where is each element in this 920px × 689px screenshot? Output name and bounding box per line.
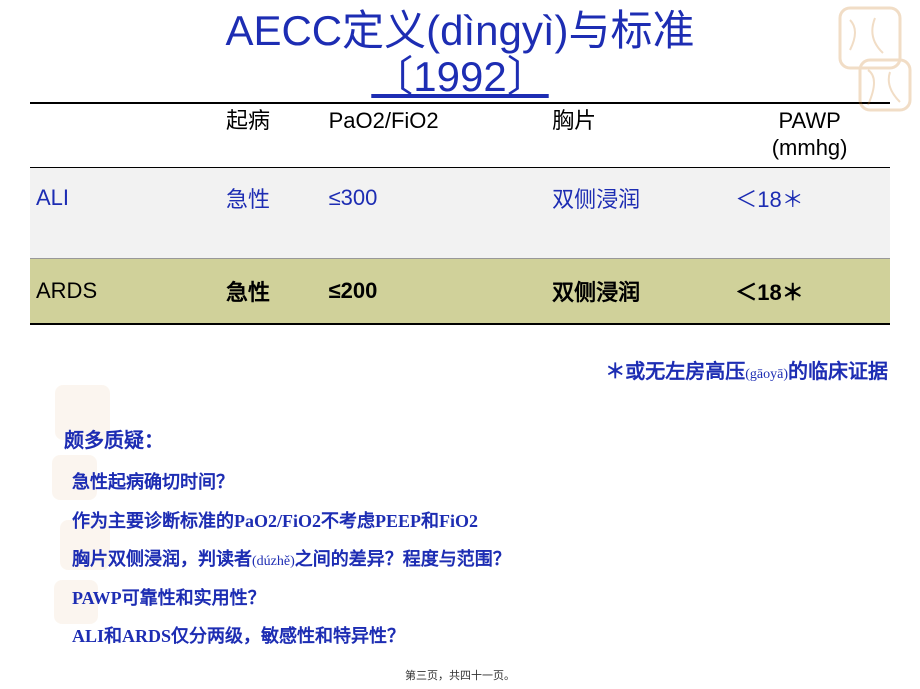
question-line: ALI和ARDS仅分两级，敏感性和特异性？ [72, 625, 511, 648]
q-text: 作为主要诊断标准的PaO2/FiO2不考虑PEEP和FiO2 [72, 511, 478, 531]
table-row: ARDS急性≤200双侧浸润＜18＊ [30, 259, 890, 325]
footnote-right: ＊或无左房高压(gāoyā)的临床证据 [0, 355, 888, 384]
q-text: 胸片双侧浸润，判读者 [72, 549, 252, 569]
q-text: PAWP可靠性和实用性？ [72, 588, 266, 608]
footnote-b: 的临床证据 [788, 361, 888, 383]
q-pinyin: (dúzhě) [252, 554, 295, 569]
question-line: PAWP可靠性和实用性？ [72, 587, 511, 610]
q-text: 急性起病确切时间？ [72, 472, 234, 492]
col-pawp: PAWP (mmhg) [729, 104, 890, 167]
questions-head: 颇多质疑： [64, 424, 511, 453]
col-xray: 胸片 [546, 104, 729, 167]
col-ratio: PaO2/FiO2 [323, 104, 547, 167]
cell-ratio: ≤200 [323, 259, 547, 325]
col-onset: 起病 [220, 104, 323, 167]
cell-name: ARDS [30, 259, 220, 325]
cell-pawp: ＜18＊ [729, 259, 890, 325]
title-line-1: AECC定义(dìngyì)与标准 [225, 7, 694, 54]
cell-onset: 急性 [220, 168, 323, 259]
cell-xray: 双侧浸润 [546, 168, 729, 259]
cell-ratio: ≤300 [323, 168, 547, 259]
table-row: ALI急性≤300双侧浸润＜18＊ [30, 168, 890, 259]
criteria-table: 起病 PaO2/FiO2 胸片 PAWP (mmhg) ALI急性≤300双侧浸… [30, 102, 890, 325]
col-blank [30, 104, 220, 167]
q-text: ALI和ARDS仅分两级，敏感性和特异性？ [72, 626, 405, 646]
cell-pawp: ＜18＊ [729, 168, 890, 259]
table-body: ALI急性≤300双侧浸润＜18＊ARDS急性≤200双侧浸润＜18＊ [30, 168, 890, 325]
footnote-a: ＊或无左房高压 [605, 361, 745, 383]
footnote-pinyin: (gāoyā) [745, 367, 788, 382]
title-line-2: 〔1992〕 [371, 53, 548, 100]
cell-name: ALI [30, 168, 220, 259]
question-line: 胸片双侧浸润，判读者(dúzhě)之间的差异？程度与范围？ [72, 548, 511, 571]
table-header-row: 起病 PaO2/FiO2 胸片 PAWP (mmhg) [30, 104, 890, 167]
page-footer: 第三页，共四十一页。 [0, 667, 920, 683]
cell-xray: 双侧浸润 [546, 259, 729, 325]
question-line: 作为主要诊断标准的PaO2/FiO2不考虑PEEP和FiO2 [72, 510, 511, 533]
cell-onset: 急性 [220, 259, 323, 325]
page-title: AECC定义(dìngyì)与标准 〔1992〕 [0, 0, 920, 100]
q-text-2: 之间的差异？程度与范围？ [295, 549, 511, 569]
questions-block: 颇多质疑： 急性起病确切时间？作为主要诊断标准的PaO2/FiO2不考虑PEEP… [72, 424, 511, 664]
question-line: 急性起病确切时间？ [72, 471, 511, 494]
